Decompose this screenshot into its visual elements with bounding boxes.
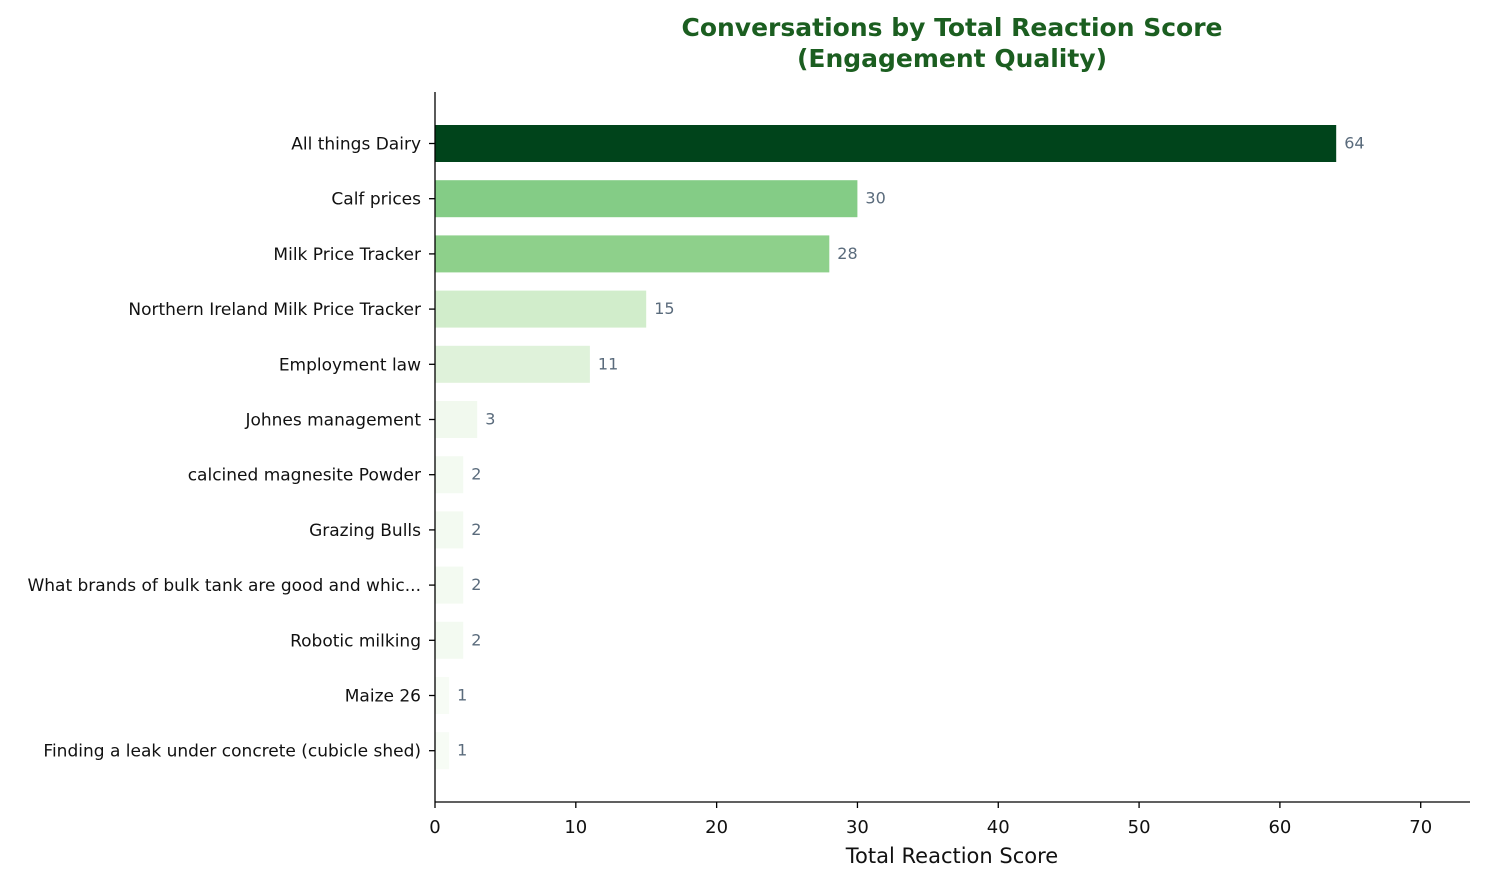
bar [435,180,858,218]
x-tick-label: 70 [1409,817,1432,838]
category-label: All things Dairy [291,135,421,155]
bar [435,456,464,494]
bar [435,621,464,659]
value-label: 2 [471,520,481,539]
x-tick-label: 60 [1268,817,1291,838]
value-label: 1 [457,741,467,760]
x-tick-label: 20 [705,817,728,838]
x-tick-label: 40 [987,817,1010,838]
value-label: 28 [837,244,857,263]
category-label: Calf prices [331,190,421,210]
chart-title-line-2: (Engagement Quality) [797,44,1107,73]
value-label: 2 [471,575,481,594]
value-label: 2 [471,465,481,484]
bar [435,566,464,604]
bar [435,401,478,438]
category-label: calcined magnesite Powder [188,466,421,486]
category-label: Robotic milking [290,631,421,651]
bar [435,511,464,549]
value-label: 3 [485,410,495,429]
category-label: Johnes management [244,411,421,431]
bar [435,732,450,770]
category-label: Milk Price Tracker [273,245,421,265]
category-label: Maize 26 [345,687,421,707]
x-axis-title: Total Reaction Score [845,844,1058,868]
value-label: 30 [865,189,885,208]
category-label: Grazing Bulls [309,521,421,541]
y-tick-labels: All things Dairy Calf prices Milk Price Tr… [27,135,435,762]
bars-layer [435,125,1337,770]
bar [435,345,590,383]
bar [435,677,450,714]
bar [435,235,830,273]
category-label: Finding a leak under concrete (cubicle s… [43,742,421,762]
x-tick-label: 50 [1128,817,1151,838]
x-tick-label: 10 [564,817,587,838]
value-label: 2 [471,630,481,649]
category-label: What brands of bulk tank are good and wh… [27,576,421,596]
chart-title-line-1: Conversations by Total Reaction Score [681,13,1222,42]
category-label: Northern Ireland Milk Price Tracker [128,300,421,320]
x-tick-label: 0 [429,817,440,838]
x-axis-ticks: 0 10 20 30 40 50 60 70 [429,802,1432,838]
x-tick-label: 30 [846,817,869,838]
value-label: 64 [1344,134,1364,153]
value-label: 15 [654,299,674,318]
bar [435,290,647,328]
value-label: 11 [598,354,618,373]
value-label: 1 [457,686,467,705]
bar [435,125,1337,162]
category-label: Employment law [279,355,421,375]
